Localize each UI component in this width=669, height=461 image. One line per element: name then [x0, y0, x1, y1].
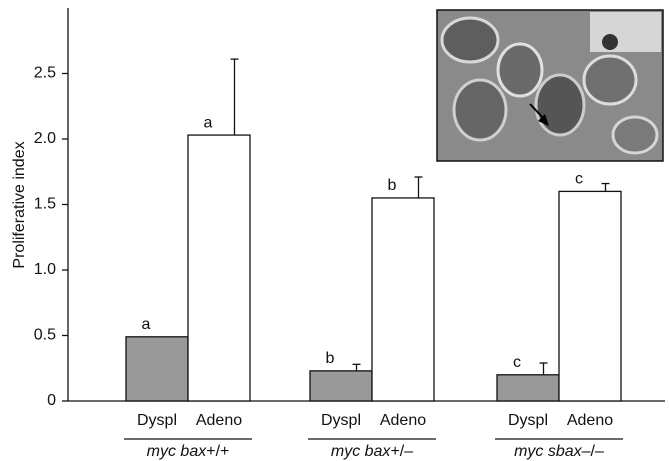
y-tick-label: 1.5 [34, 196, 56, 213]
significance-letter: b [326, 350, 335, 367]
significance-letter: c [575, 171, 583, 188]
group-label: myc bax+/– [331, 443, 413, 460]
y-axis-label: Proliferative index [11, 141, 28, 268]
y-tick-label: 2.5 [34, 65, 56, 82]
significance-letter: c [513, 354, 521, 371]
y-tick-label: 2.0 [34, 130, 56, 147]
significance-letter: a [142, 316, 151, 333]
group-label: myc bax+/+ [147, 443, 230, 460]
series-label: Adeno [196, 412, 242, 429]
bar [372, 198, 434, 401]
bar [559, 191, 621, 401]
y-tick-label: 0.5 [34, 327, 56, 344]
y-tick-label: 1.0 [34, 261, 56, 278]
bar [310, 371, 372, 401]
significance-letter: a [204, 114, 213, 131]
chart: Proliferative index 0 0.5 1.0 1.5 2.0 2.5 a Dys… [0, 0, 669, 461]
series-label: Dyspl [508, 412, 548, 429]
group-label: myc sbax–/– [514, 443, 604, 460]
series-label: Adeno [567, 412, 613, 429]
bar [126, 337, 188, 401]
series-label: Dyspl [137, 412, 177, 429]
bar [188, 135, 250, 401]
series-label: Dyspl [321, 412, 361, 429]
micrograph-inset [437, 10, 663, 161]
y-tick-label: 0 [47, 392, 56, 409]
bar [497, 375, 559, 401]
significance-letter: b [388, 177, 397, 194]
series-label: Adeno [380, 412, 426, 429]
